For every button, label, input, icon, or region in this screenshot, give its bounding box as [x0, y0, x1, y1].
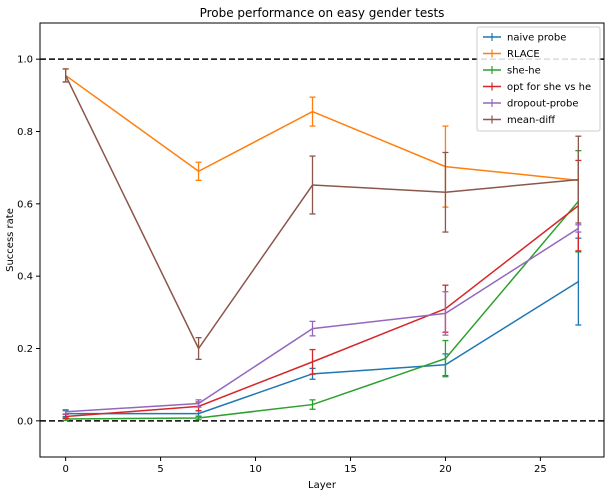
legend: naive probe RLACE she-he opt for she vs he d… — [476, 26, 601, 132]
legend-label: she-he — [507, 66, 541, 77]
y-tick-label: 1.0 — [17, 55, 33, 66]
x-tick-label: 10 — [249, 464, 262, 475]
legend-item: mean-diff — [483, 115, 556, 126]
series-line — [65, 280, 579, 415]
x-tick-label: 20 — [439, 464, 452, 475]
series-line — [65, 227, 579, 413]
axes-ticks: 0 5 10 15 20 25 0.0 0.2 0.4 0.6 0.8 1.0 — [17, 55, 547, 475]
y-tick-label: 0.6 — [17, 199, 33, 210]
legend-label: dropout-probe — [507, 99, 579, 110]
legend-label: RLACE — [507, 49, 540, 60]
legend-label: naive probe — [507, 33, 566, 44]
y-axis-label: Success rate — [5, 208, 16, 272]
y-tick-label: 0.0 — [17, 416, 33, 427]
series — [62, 150, 582, 422]
chart-title: Probe performance on easy gender tests — [200, 6, 445, 20]
legend-item: she-he — [483, 66, 541, 77]
x-tick-label: 5 — [157, 464, 163, 475]
series-line — [64, 75, 579, 350]
legend-item: RLACE — [483, 49, 540, 60]
legend-label: mean-diff — [507, 115, 556, 126]
x-tick-label: 0 — [62, 464, 68, 475]
series-line — [65, 200, 579, 420]
x-tick-label: 15 — [344, 464, 357, 475]
legend-box — [476, 26, 601, 132]
legend-item: dropout-probe — [483, 99, 579, 110]
y-tick-label: 0.2 — [17, 344, 33, 355]
y-tick-label: 0.4 — [17, 272, 33, 283]
x-axis-label: Layer — [308, 480, 337, 491]
legend-item: naive probe — [483, 33, 566, 44]
series-line — [65, 74, 579, 182]
series — [62, 224, 582, 415]
plot-area — [40, 58, 604, 422]
legend-item: opt for she vs he — [483, 82, 591, 93]
y-tick-label: 0.8 — [17, 127, 33, 138]
legend-label: opt for she vs he — [507, 82, 591, 93]
series — [62, 68, 582, 361]
x-tick-label: 25 — [534, 464, 547, 475]
plot-frame — [39, 22, 605, 458]
series-line — [65, 205, 579, 418]
